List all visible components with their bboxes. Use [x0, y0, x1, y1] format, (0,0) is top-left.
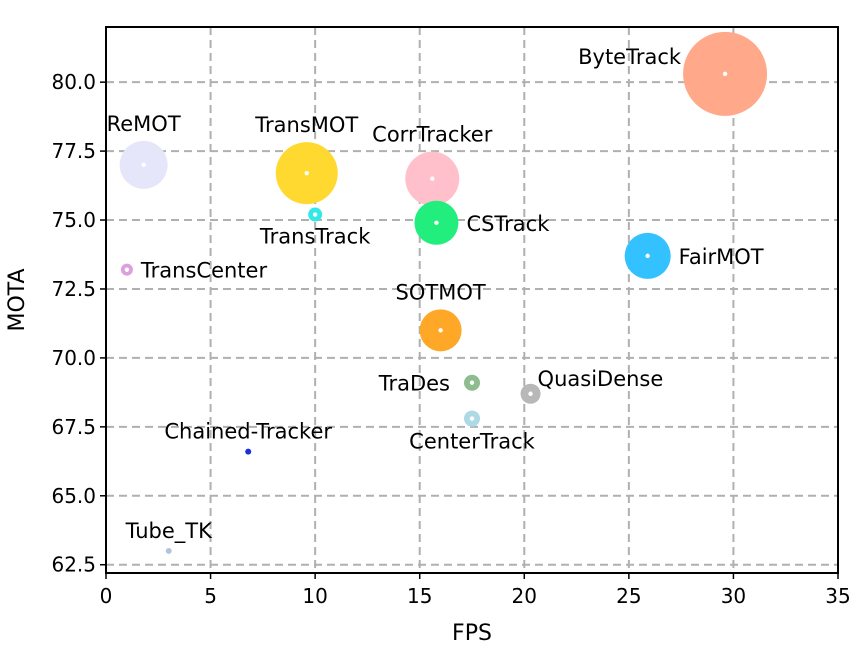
- bubble-center-dot: [469, 380, 475, 385]
- label-transcenter: TransCenter: [140, 259, 268, 283]
- x-tick-label: 35: [825, 584, 850, 608]
- x-tick-label: 25: [616, 584, 641, 608]
- label-centertrack: CenterTrack: [409, 430, 535, 454]
- point-labels: ByteTrack ReMOT TransMOT CorrTracker TransTr…: [107, 45, 764, 544]
- label-quasidense: QuasiDense: [538, 367, 664, 391]
- label-sotmot: SOTMOT: [396, 280, 486, 304]
- bubble-chained-tracker: [245, 448, 252, 455]
- plot-frame: [105, 26, 839, 574]
- x-tick-label: 15: [407, 584, 432, 608]
- x-tick-label: 30: [721, 584, 746, 608]
- axis-ticks: 0 5 10 15 20 25 30 35 62.5 65.0 67.5 70.0 72.5 75.0 77…: [51, 70, 850, 608]
- x-axis-label: FPS: [452, 621, 492, 646]
- label-remot: ReMOT: [107, 112, 181, 136]
- bubble-center-dot: [469, 416, 475, 421]
- bubble-center-dot: [722, 71, 728, 77]
- x-tick-label: 5: [204, 584, 217, 608]
- bubble-center-dot: [304, 170, 309, 176]
- bubble-tube-tk: [165, 547, 172, 554]
- label-bytetrack: ByteTrack: [578, 45, 682, 69]
- bubble-center-dot: [434, 220, 439, 225]
- x-tick-label: 20: [512, 584, 537, 608]
- bubble-center-dot: [312, 212, 318, 217]
- label-transmot: TransMOT: [254, 113, 358, 137]
- label-transtrack: TransTrack: [259, 225, 371, 249]
- bubble-center-dot: [645, 253, 650, 259]
- y-tick-label: 65.0: [51, 484, 96, 508]
- label-cstrack: CSTrack: [466, 212, 550, 236]
- y-tick-label: 80.0: [51, 70, 96, 94]
- y-axis-label: MOTA: [5, 268, 30, 331]
- grid: [105, 27, 839, 573]
- bubble-center-dot: [141, 162, 146, 168]
- y-tick-label: 67.5: [51, 415, 96, 439]
- y-tick-label: 75.0: [51, 208, 96, 232]
- label-chained-tracker: Chained-Tracker: [164, 420, 332, 444]
- bubble-center-dot: [438, 328, 443, 333]
- y-tick-label: 72.5: [51, 277, 96, 301]
- x-tick-label: 0: [100, 584, 113, 608]
- label-trades: TraDes: [378, 372, 450, 396]
- label-fairmot: FairMOT: [679, 245, 764, 269]
- bubble-center-dot: [430, 176, 435, 181]
- label-corrtracker: CorrTracker: [372, 123, 493, 147]
- bubble-center-dot: [124, 267, 130, 272]
- bubble-center-dot: [528, 391, 533, 396]
- x-tick-label: 10: [302, 584, 327, 608]
- label-tube-tk: Tube_TK: [125, 519, 214, 544]
- bubble-layer: [119, 31, 768, 554]
- y-tick-label: 77.5: [51, 139, 96, 163]
- y-tick-label: 62.5: [51, 553, 96, 577]
- y-tick-label: 70.0: [51, 346, 96, 370]
